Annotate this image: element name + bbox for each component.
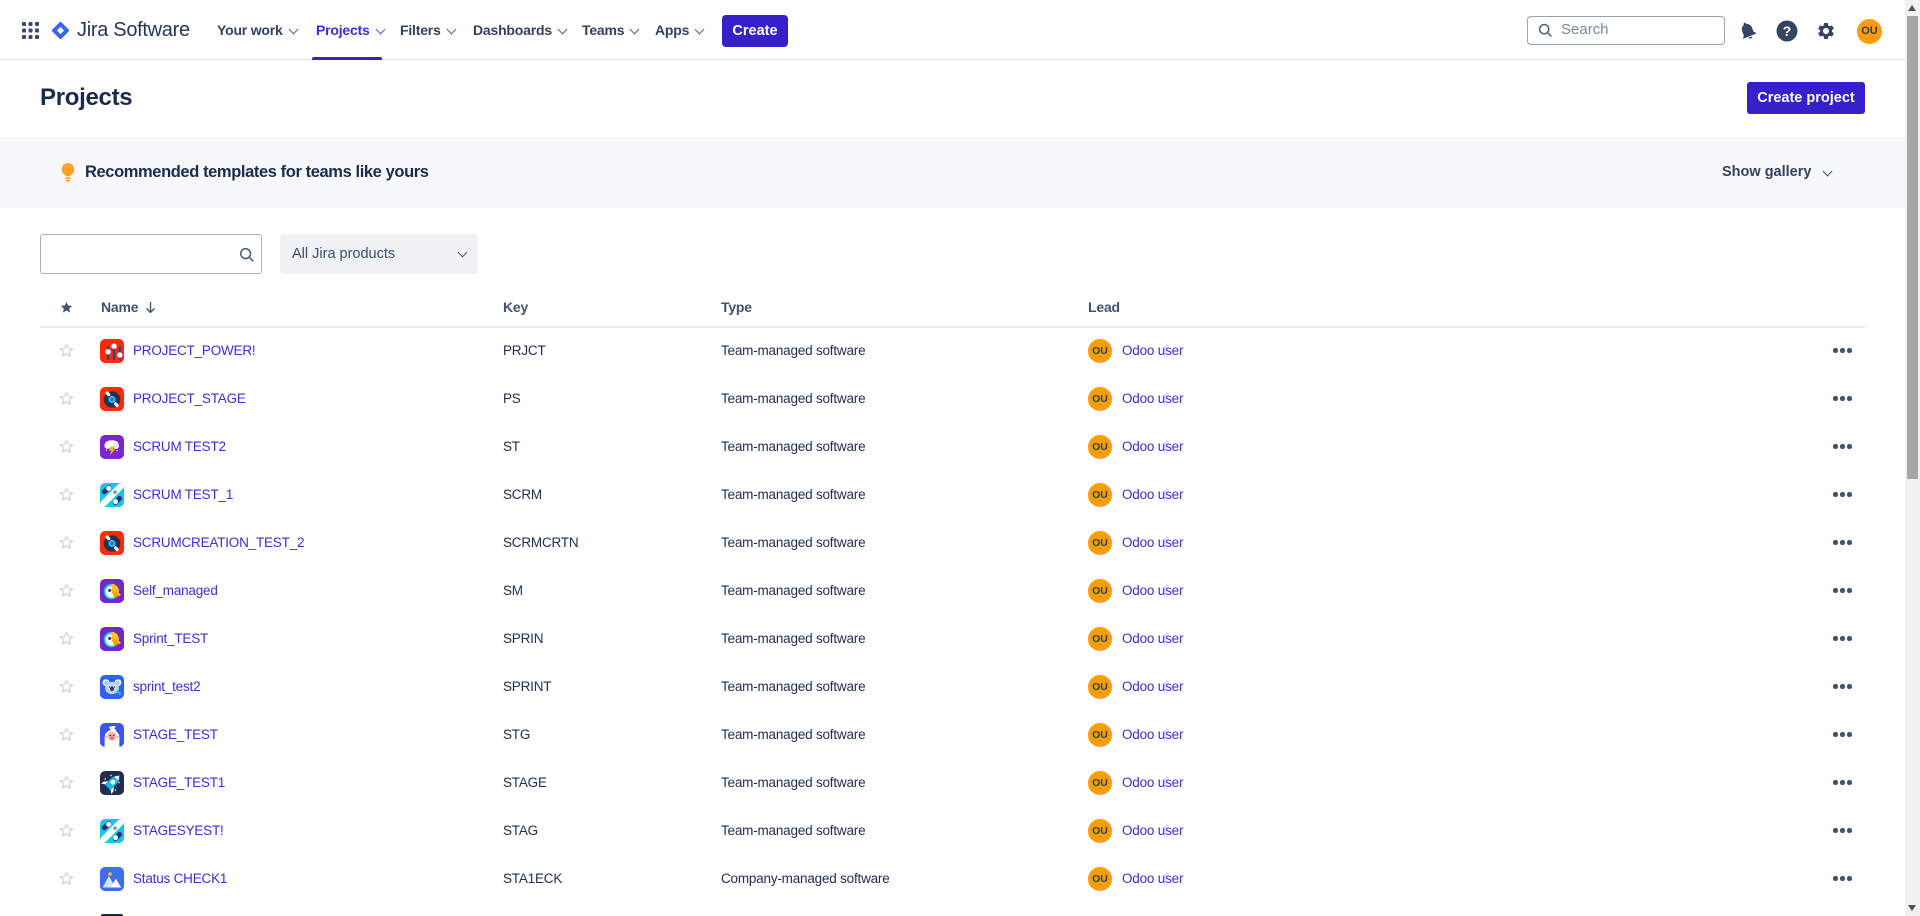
svg-text:?: ?	[1783, 23, 1792, 39]
